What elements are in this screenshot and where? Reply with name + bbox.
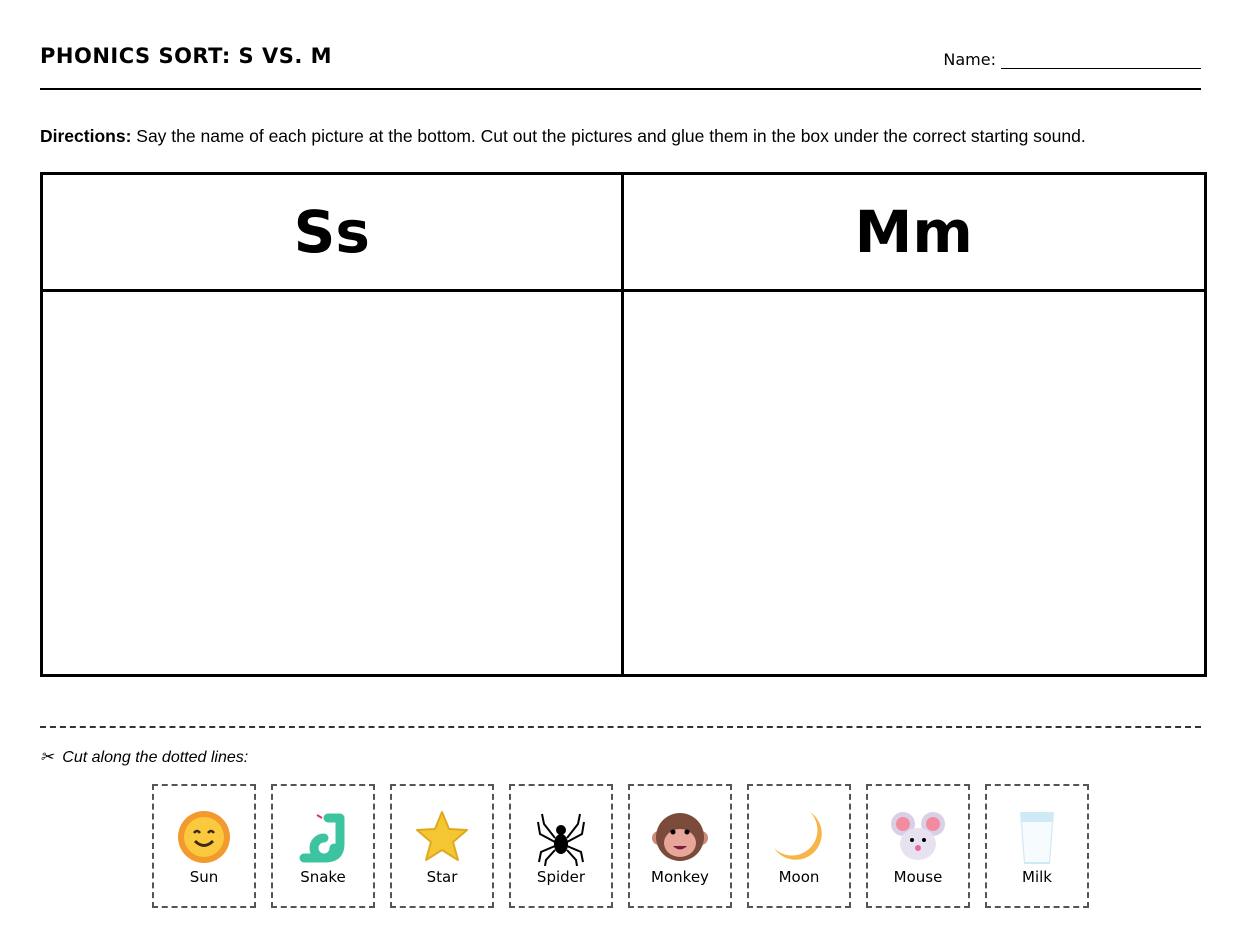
- picture-card-sun[interactable]: Sun: [152, 784, 256, 908]
- column-header-m: Mm: [623, 175, 1204, 292]
- picture-card-spider[interactable]: Spider: [509, 784, 613, 908]
- sun-icon: [178, 811, 230, 863]
- picture-cards: Sun Snake Star Spider Monkey Moon Mouse Milk: [152, 784, 1089, 908]
- moon-icon: [774, 812, 822, 860]
- directions: Directions: Say the name of each picture…: [40, 126, 1086, 147]
- name-field[interactable]: Name:: [943, 50, 1201, 69]
- star-icon: [416, 811, 468, 861]
- mouse-icon: [891, 812, 945, 860]
- picture-card-snake[interactable]: Snake: [271, 784, 375, 908]
- picture-card-star[interactable]: Star: [390, 784, 494, 908]
- picture-card-monkey[interactable]: Monkey: [628, 784, 732, 908]
- sort-table: Ss Mm: [40, 172, 1207, 677]
- card-label: Monkey: [651, 868, 709, 886]
- name-line[interactable]: [1001, 52, 1201, 69]
- scissors-icon: ✂: [40, 749, 54, 766]
- card-label: Mouse: [893, 868, 943, 886]
- name-label: Name:: [943, 50, 996, 69]
- picture-card-mouse[interactable]: Mouse: [866, 784, 970, 908]
- card-label: Moon: [778, 868, 820, 886]
- glue-box-m: [624, 292, 1205, 674]
- spider-icon: [537, 813, 585, 866]
- cut-text: Cut along the dotted lines:: [62, 749, 249, 766]
- cut-line: [40, 726, 1201, 728]
- card-label: Sun: [189, 868, 219, 886]
- card-label: Spider: [536, 868, 586, 886]
- snake-icon: [299, 813, 345, 863]
- page-title: PHONICS SORT: S VS. M: [40, 44, 333, 68]
- milk-icon: [1020, 812, 1054, 864]
- column-header-s: Ss: [43, 175, 624, 292]
- directions-label: Directions:: [40, 126, 132, 146]
- header-divider: [40, 88, 1201, 90]
- card-label: Star: [426, 868, 458, 886]
- cut-instructions: ✂ Cut along the dotted lines:: [40, 747, 248, 767]
- glue-box-s: [43, 292, 624, 674]
- picture-card-milk[interactable]: Milk: [985, 784, 1089, 908]
- monkey-icon: [652, 813, 708, 861]
- card-label: Milk: [1022, 868, 1052, 886]
- picture-card-moon[interactable]: Moon: [747, 784, 851, 908]
- card-label: Snake: [300, 868, 346, 886]
- directions-text: Say the name of each picture at the bott…: [131, 126, 1086, 146]
